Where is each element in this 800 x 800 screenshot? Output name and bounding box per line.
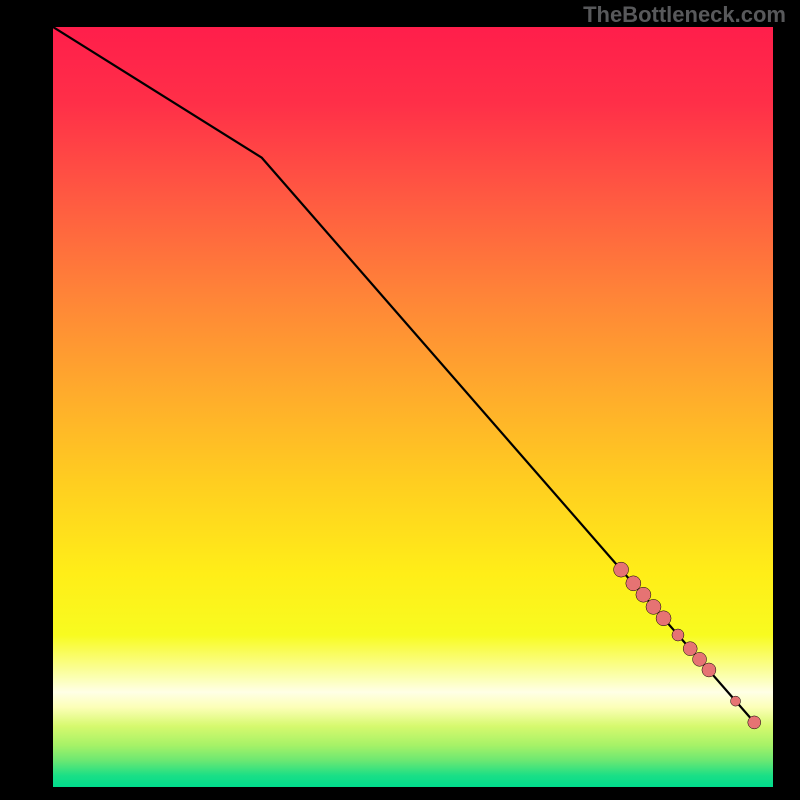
chart-svg xyxy=(53,27,773,787)
gradient-background xyxy=(53,27,773,787)
data-marker xyxy=(748,716,761,729)
data-marker xyxy=(672,629,684,641)
data-marker xyxy=(646,599,661,614)
data-marker xyxy=(693,652,707,666)
data-marker xyxy=(702,663,716,677)
data-marker xyxy=(656,611,671,626)
data-marker xyxy=(731,696,741,706)
figure-container: TheBottleneck.com xyxy=(0,0,800,800)
data-marker xyxy=(614,562,629,577)
data-marker xyxy=(636,587,651,602)
data-marker xyxy=(626,576,641,591)
watermark-text: TheBottleneck.com xyxy=(583,2,786,28)
data-marker xyxy=(683,642,697,656)
plot-area xyxy=(53,27,773,787)
